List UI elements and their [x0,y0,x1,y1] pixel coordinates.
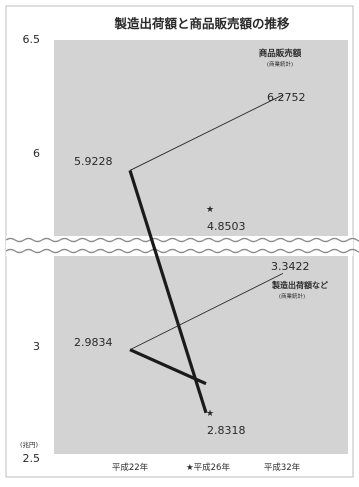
x-tick-label: 平成32年 [264,462,301,473]
series-source: (商業統計) [267,60,293,68]
series-0-segment-actual [128,169,208,414]
y-tick-label: 2.5 [23,452,41,465]
series-0-segment-projection [129,94,284,171]
x-tick-label: ★平成26年 [186,462,230,473]
axis-break [5,236,359,256]
series-source: (商業統計) [279,292,305,300]
y-tick-label: 6.5 [23,33,41,46]
data-label: 5.9228 [74,155,113,168]
star-marker: ★ [206,409,214,419]
chart-title: 製造出荷額と商品販売額の推移 [113,16,290,31]
series-1-segment-actual [129,348,207,386]
data-label: 3.3422 [271,260,310,273]
y-unit-label: (兆円) [20,440,38,449]
data-label: 2.9834 [74,336,113,349]
series-label: 製造出荷額など [271,280,328,290]
series-1-segment-projection [129,272,284,351]
data-label: 4.8503 [207,220,246,233]
y-tick-label: 3 [33,340,40,353]
y-tick-label: 6 [33,147,40,160]
star-marker: ★ [206,205,214,215]
data-label: 6.2752 [267,91,306,104]
series-label: 商品販売額 [259,48,302,59]
data-label: 2.8318 [207,424,246,437]
x-tick-label: 平成22年 [112,462,149,473]
